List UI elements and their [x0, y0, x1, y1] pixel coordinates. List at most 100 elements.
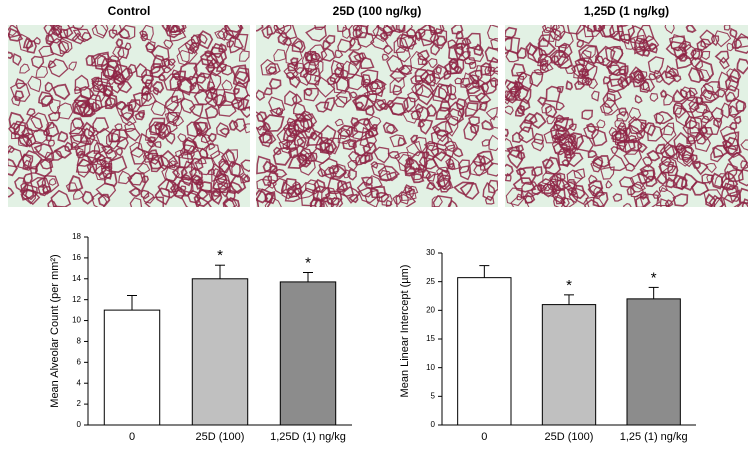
tissue: [592, 155, 604, 170]
tissue: [268, 78, 282, 90]
tissue: [164, 25, 182, 39]
tissue: [278, 139, 297, 154]
tissue: [38, 91, 54, 107]
tissue: [38, 45, 55, 58]
tissue: [626, 185, 637, 196]
tissue: [583, 125, 600, 140]
tissue: [505, 49, 519, 63]
tissue: [463, 57, 476, 66]
tissue: [100, 68, 117, 85]
tissue: [11, 95, 21, 107]
tissue: [163, 39, 174, 50]
tissue: [710, 106, 724, 124]
tissue: [740, 160, 748, 169]
tissue: [663, 93, 674, 106]
tissue: [360, 176, 373, 186]
tissue: [144, 152, 160, 165]
tissue: [8, 158, 18, 177]
tissue: [529, 71, 544, 88]
tissue: [198, 157, 207, 165]
tissue: [672, 74, 682, 83]
y-tick-label: 25: [426, 277, 435, 286]
tissue: [230, 96, 243, 110]
tissue: [588, 174, 598, 184]
tissue: [664, 199, 674, 207]
tissue: [147, 136, 156, 144]
tissue: [167, 25, 186, 36]
tissue: [733, 115, 742, 125]
tissue: [256, 89, 266, 102]
tissue: [176, 77, 193, 96]
tissue: [679, 88, 688, 99]
tissue: [80, 121, 96, 141]
tissue: [397, 153, 413, 173]
tissue: [688, 67, 705, 84]
tissue: [432, 195, 453, 207]
tissue: [53, 145, 72, 159]
tissue: [505, 163, 514, 177]
tissue: [178, 150, 194, 169]
tissue: [667, 67, 680, 78]
tissue: [100, 165, 113, 180]
tissue: [492, 66, 498, 75]
tissue: [75, 104, 94, 117]
tissue: [90, 51, 110, 67]
tissue: [154, 187, 171, 206]
tissue: [439, 101, 452, 112]
tissue: [628, 106, 642, 122]
tissue: [689, 154, 698, 163]
tissue: [57, 130, 69, 143]
tissue: [217, 181, 229, 194]
tissue: [718, 56, 730, 70]
tissue: [444, 108, 465, 127]
tissue: [655, 143, 666, 155]
tissue: [658, 156, 678, 174]
tissue: [387, 150, 401, 160]
tissue: [336, 181, 355, 197]
tissue: [622, 127, 631, 137]
tissue: [648, 72, 657, 81]
tissue: [395, 25, 406, 33]
tissue: [204, 105, 219, 119]
tissue: [336, 62, 345, 72]
tissue: [215, 122, 230, 138]
tissue: [294, 117, 315, 133]
tissue: [528, 111, 547, 129]
tissue: [181, 190, 202, 207]
tissue: [505, 172, 512, 182]
tissue: [256, 189, 269, 204]
tissue: [296, 149, 312, 163]
tissue: [635, 195, 651, 207]
tissue: [566, 187, 578, 196]
tissue: [233, 80, 249, 102]
tissue: [205, 143, 221, 160]
tissue: [46, 25, 64, 44]
tissue: [539, 62, 550, 74]
tissue: [517, 151, 526, 161]
tissue: [659, 124, 677, 144]
tissue: [39, 158, 54, 170]
tissue: [581, 68, 590, 77]
tissue: [324, 190, 343, 206]
tissue: [447, 93, 457, 101]
tissue: [727, 144, 738, 155]
tissue: [213, 93, 226, 106]
tissue: [347, 160, 358, 171]
tissue: [618, 107, 628, 117]
tissue: [124, 120, 137, 133]
tissue: [557, 132, 578, 151]
tissue: [517, 71, 534, 92]
tissue: [326, 76, 337, 86]
significance-marker: *: [651, 269, 657, 286]
tissue: [729, 121, 738, 131]
tissue: [552, 132, 568, 147]
tissue: [292, 40, 304, 51]
tissue: [627, 25, 648, 45]
tissue: [737, 168, 748, 187]
tissue: [385, 199, 393, 207]
tissue: [600, 166, 615, 180]
tissue: [327, 163, 347, 180]
tissue: [624, 139, 643, 155]
tissue: [357, 187, 379, 204]
tissue: [161, 164, 180, 183]
